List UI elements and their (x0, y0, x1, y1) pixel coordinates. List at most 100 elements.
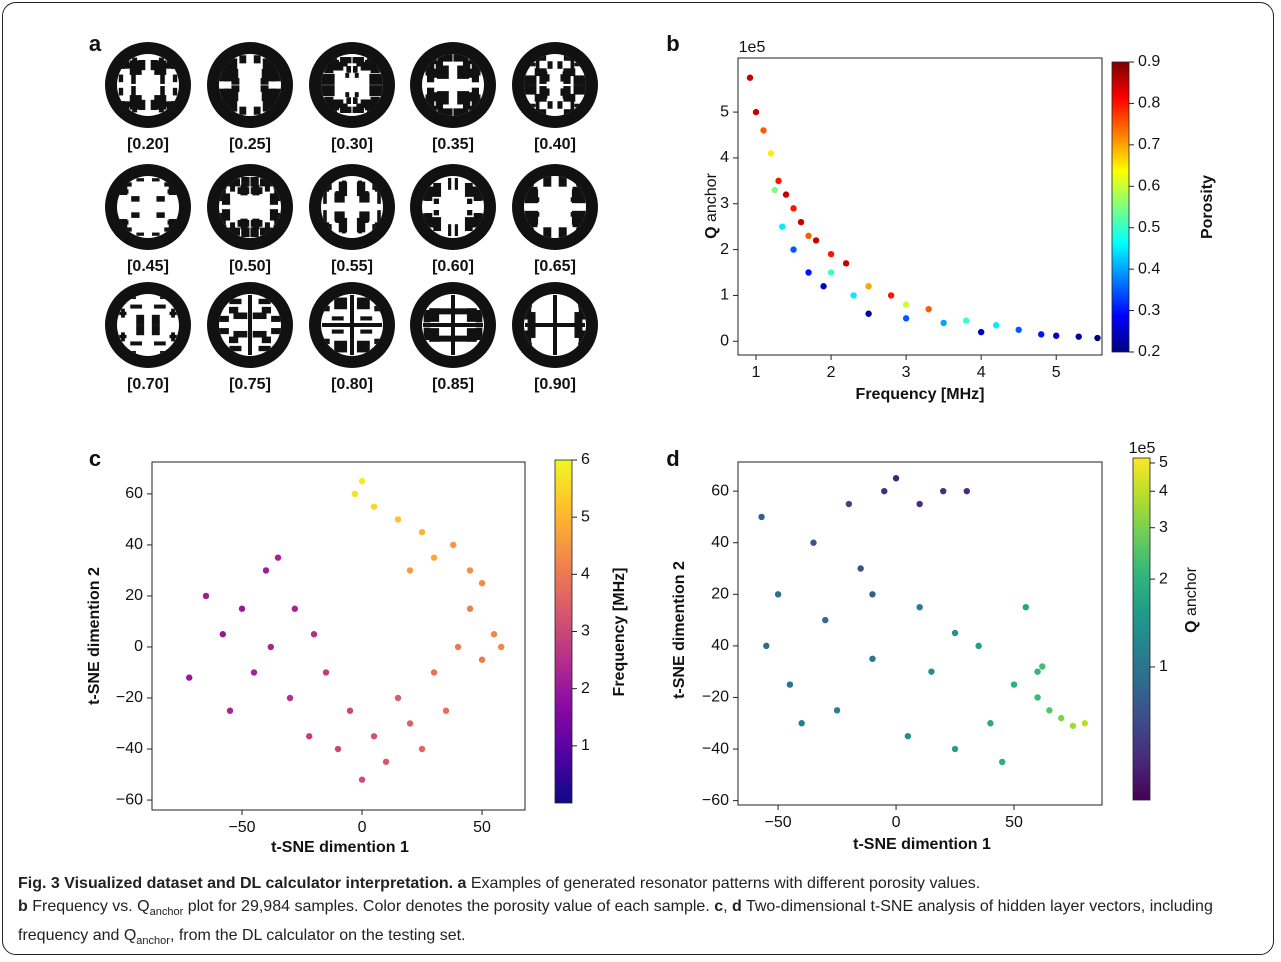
data-point (892, 475, 900, 482)
data-point (940, 319, 947, 327)
x-tick-label: −50 (765, 814, 792, 831)
data-point (406, 720, 414, 727)
data-point (454, 643, 462, 651)
x-tick-label: 50 (1005, 814, 1023, 831)
data-point (771, 186, 778, 194)
pattern-label: [0.50] (229, 258, 271, 275)
x-axis-label: Frequency [MHz] (856, 386, 985, 403)
data-point (798, 720, 805, 727)
resonator-pattern (309, 42, 395, 128)
data-point (334, 745, 342, 753)
x-axis-label: t-SNE dimention 1 (271, 839, 409, 856)
data-point (904, 732, 912, 740)
y-tick-label: 0 (134, 638, 143, 655)
pattern-label: [0.80] (331, 376, 373, 393)
resonator-pattern (105, 42, 191, 128)
caption-text: Frequency vs. Q (27, 898, 150, 915)
data-point (746, 74, 754, 81)
colorbar (1132, 457, 1151, 801)
resonator-pattern (512, 282, 598, 368)
x-tick-label: 0 (358, 819, 367, 836)
data-point (358, 477, 366, 485)
data-point (1075, 333, 1082, 340)
y-tick-label: 20 (125, 587, 143, 604)
data-point (810, 539, 817, 546)
data-point (760, 127, 767, 134)
data-point (951, 629, 959, 637)
data-point (418, 745, 426, 753)
colorbar-tick-label: 0.7 (1138, 136, 1160, 153)
y-axis-label: t-SNE dimention 2 (86, 567, 103, 705)
resonator-pattern (207, 42, 293, 128)
data-point (797, 218, 805, 226)
y-tick-label: −20 (116, 689, 143, 706)
colorbar-offset: 1e5 (1129, 440, 1156, 457)
caption-text: plot for 29,984 samples. Color denotes t… (183, 898, 715, 915)
data-point (775, 177, 782, 185)
data-point (833, 707, 841, 714)
caption-text: Two-dimensional t-SNE analysis of hidden… (18, 898, 1218, 945)
data-point (346, 707, 354, 714)
data-point (1038, 331, 1045, 338)
data-point (752, 108, 760, 116)
resonator-pattern (207, 164, 293, 250)
data-point (805, 232, 812, 240)
data-point (962, 317, 970, 324)
data-point (992, 322, 1000, 329)
data-point (238, 605, 246, 612)
resonator-pattern (410, 164, 496, 250)
pattern-label: [0.55] (331, 258, 373, 275)
data-point (1015, 326, 1022, 333)
pattern-label: [0.45] (127, 258, 169, 275)
y-axis-label: t-SNE dimention 2 (671, 561, 688, 699)
colorbar-tick-label: 3 (1159, 519, 1168, 536)
data-point (940, 487, 947, 495)
y-tick-label: 2 (720, 241, 729, 258)
pattern-label: [0.85] (432, 376, 474, 393)
data-point (865, 283, 872, 290)
caption-paragraph: Fig. 3 Visualized dataset and DL calcula… (18, 872, 1263, 895)
y-tick-label: 20 (711, 586, 729, 603)
data-point (812, 237, 820, 244)
data-point (498, 643, 505, 651)
caption-text: a (453, 875, 467, 892)
data-point (790, 246, 797, 253)
colorbar-tick-label: 0.8 (1138, 95, 1160, 112)
data-point (827, 250, 835, 258)
data-point (869, 591, 876, 598)
x-tick-label: 5 (1052, 364, 1061, 381)
data-point (977, 328, 985, 336)
plot-frame (151, 461, 526, 811)
data-point (987, 720, 994, 727)
caption-text: , from the DL calculator on the testing … (169, 927, 466, 945)
colorbar-tick-label: 1 (1159, 658, 1168, 675)
colorbar-label: Frequency [MHz] (611, 568, 628, 697)
data-point (805, 269, 812, 276)
data-point (466, 605, 474, 612)
y-tick-label: 0 (720, 332, 729, 349)
x-tick-label: 2 (827, 364, 836, 381)
resonator-pattern (105, 282, 191, 368)
data-point (370, 503, 378, 510)
data-point (999, 758, 1006, 766)
data-point (827, 269, 835, 276)
y-tick-label: 3 (720, 195, 729, 212)
data-point (490, 631, 498, 638)
data-point (262, 567, 270, 574)
y-tick-label: −40 (702, 740, 729, 757)
data-point (382, 758, 390, 765)
caption-text: Fig. 3 Visualized dataset and DL calcula… (18, 875, 454, 892)
plot-frame (737, 57, 1103, 356)
data-point (1094, 334, 1101, 342)
data-point (394, 516, 402, 523)
data-point (881, 487, 888, 495)
pattern-label: [0.30] (331, 136, 373, 153)
data-point (790, 205, 797, 212)
plot-frame (737, 461, 1103, 806)
data-point (406, 567, 414, 574)
data-point (358, 776, 366, 783)
colorbar-tick-label: 0.5 (1138, 219, 1160, 236)
data-point (1010, 681, 1018, 688)
